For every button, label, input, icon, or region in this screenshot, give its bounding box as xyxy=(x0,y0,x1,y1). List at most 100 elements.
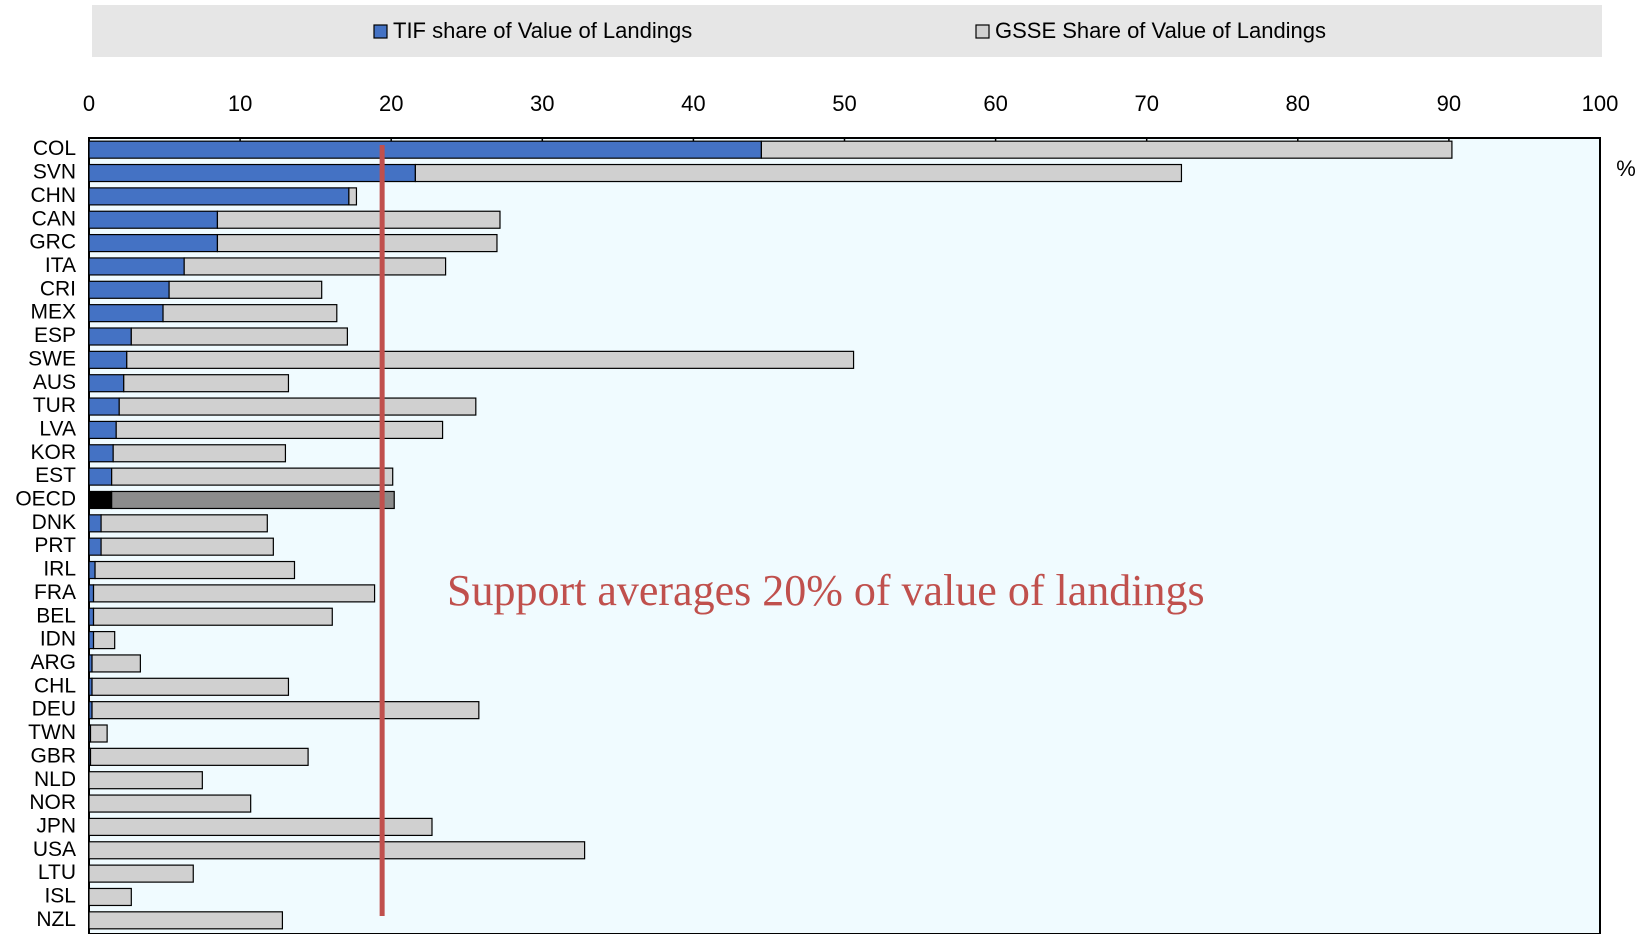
bar xyxy=(216,233,498,253)
x-tick-label: 30 xyxy=(530,91,554,116)
bar xyxy=(88,304,164,323)
x-tick-label: 100 xyxy=(1582,91,1619,116)
legend-swatch xyxy=(373,24,388,39)
y-tick-label: ITA xyxy=(45,254,76,277)
y-tick-label: EST xyxy=(35,464,76,487)
y-tick-label: MEX xyxy=(30,301,76,324)
y-tick-label: CHN xyxy=(31,184,77,207)
bar xyxy=(100,514,268,533)
bar xyxy=(89,724,108,743)
bar xyxy=(348,187,358,206)
y-tick-label: LTU xyxy=(38,861,76,884)
y-tick-label: SWE xyxy=(28,347,76,370)
y-tick-label: USA xyxy=(33,838,76,861)
bar xyxy=(88,140,762,159)
bar xyxy=(88,887,132,907)
y-tick-label: TWN xyxy=(28,721,76,744)
y-tick-label: DEU xyxy=(32,698,76,721)
y-tick-label: LVA xyxy=(39,417,76,440)
bar xyxy=(130,327,348,346)
y-tick-label: BEL xyxy=(36,604,76,627)
bar xyxy=(88,560,96,580)
bar xyxy=(115,420,444,440)
bar xyxy=(100,537,274,556)
x-tick-label: 10 xyxy=(228,91,252,116)
y-tick-label: NOR xyxy=(29,791,76,814)
bar xyxy=(88,607,95,626)
y-tick-label: IDN xyxy=(40,628,76,651)
bar xyxy=(126,350,855,369)
bar xyxy=(92,584,376,603)
bar xyxy=(88,257,185,276)
bar xyxy=(88,420,117,440)
y-tick-label: JPN xyxy=(36,814,76,837)
bar xyxy=(92,607,333,626)
y-tick-label: AUS xyxy=(33,371,76,394)
legend-label: GSSE Share of Value of Landings xyxy=(995,18,1326,43)
y-tick-label: DNK xyxy=(32,511,76,534)
y-tick-label: OECD xyxy=(15,488,76,511)
x-tick-label: 90 xyxy=(1437,91,1461,116)
bar xyxy=(88,841,586,860)
bar xyxy=(91,701,480,720)
bar xyxy=(88,467,113,486)
x-tick-label: 60 xyxy=(983,91,1007,116)
bar xyxy=(88,514,102,533)
bar xyxy=(88,911,284,930)
bar xyxy=(88,374,125,393)
bar xyxy=(88,350,128,369)
bar xyxy=(216,210,501,229)
y-tick-label: GBR xyxy=(30,744,76,767)
bar xyxy=(111,467,394,486)
y-tick-label: CAN xyxy=(32,207,76,230)
y-tick-label: NLD xyxy=(34,768,76,791)
y-tick-label: PRT xyxy=(34,534,76,557)
y-tick-label: ISL xyxy=(44,885,76,908)
bar xyxy=(162,304,338,323)
y-tick-label: CRI xyxy=(40,277,76,300)
bar xyxy=(88,187,350,206)
bar xyxy=(760,140,1453,159)
bar xyxy=(88,397,120,416)
y-tick-label: ESP xyxy=(34,324,76,347)
bar xyxy=(111,490,395,510)
y-tick-label: KOR xyxy=(30,441,76,464)
bar xyxy=(94,560,296,580)
bar xyxy=(88,444,114,463)
bar xyxy=(414,163,1183,183)
bar xyxy=(88,163,416,183)
bar xyxy=(91,677,290,696)
bar xyxy=(88,864,194,883)
bar xyxy=(88,327,132,346)
x-tick-label: 0 xyxy=(83,91,95,116)
bar xyxy=(123,374,290,393)
y-tick-label: NZL xyxy=(36,908,76,931)
bar xyxy=(89,747,309,766)
unit-label: % xyxy=(1616,156,1636,181)
bar xyxy=(88,771,203,790)
bar xyxy=(183,257,447,276)
x-tick-label: 70 xyxy=(1134,91,1158,116)
bar xyxy=(112,444,287,463)
bar xyxy=(88,490,113,510)
bar xyxy=(88,817,433,837)
annotation: Support averages 20% of value of landing… xyxy=(447,566,1205,615)
legend-box xyxy=(92,5,1602,57)
x-tick-label: 40 xyxy=(681,91,705,116)
bar xyxy=(88,233,219,253)
legend-swatch xyxy=(975,24,990,39)
bar xyxy=(92,630,116,650)
bar xyxy=(88,280,170,299)
y-tick-label: TUR xyxy=(33,394,76,417)
bar xyxy=(91,654,141,673)
x-tick-label: 50 xyxy=(832,91,856,116)
x-tick-label: 80 xyxy=(1286,91,1310,116)
y-tick-label: ARG xyxy=(30,651,76,674)
bar xyxy=(88,794,252,813)
bar xyxy=(88,210,219,229)
y-tick-label: COL xyxy=(33,137,76,160)
y-tick-label: GRC xyxy=(29,231,76,254)
y-tick-label: FRA xyxy=(34,581,76,604)
bar xyxy=(168,280,323,299)
